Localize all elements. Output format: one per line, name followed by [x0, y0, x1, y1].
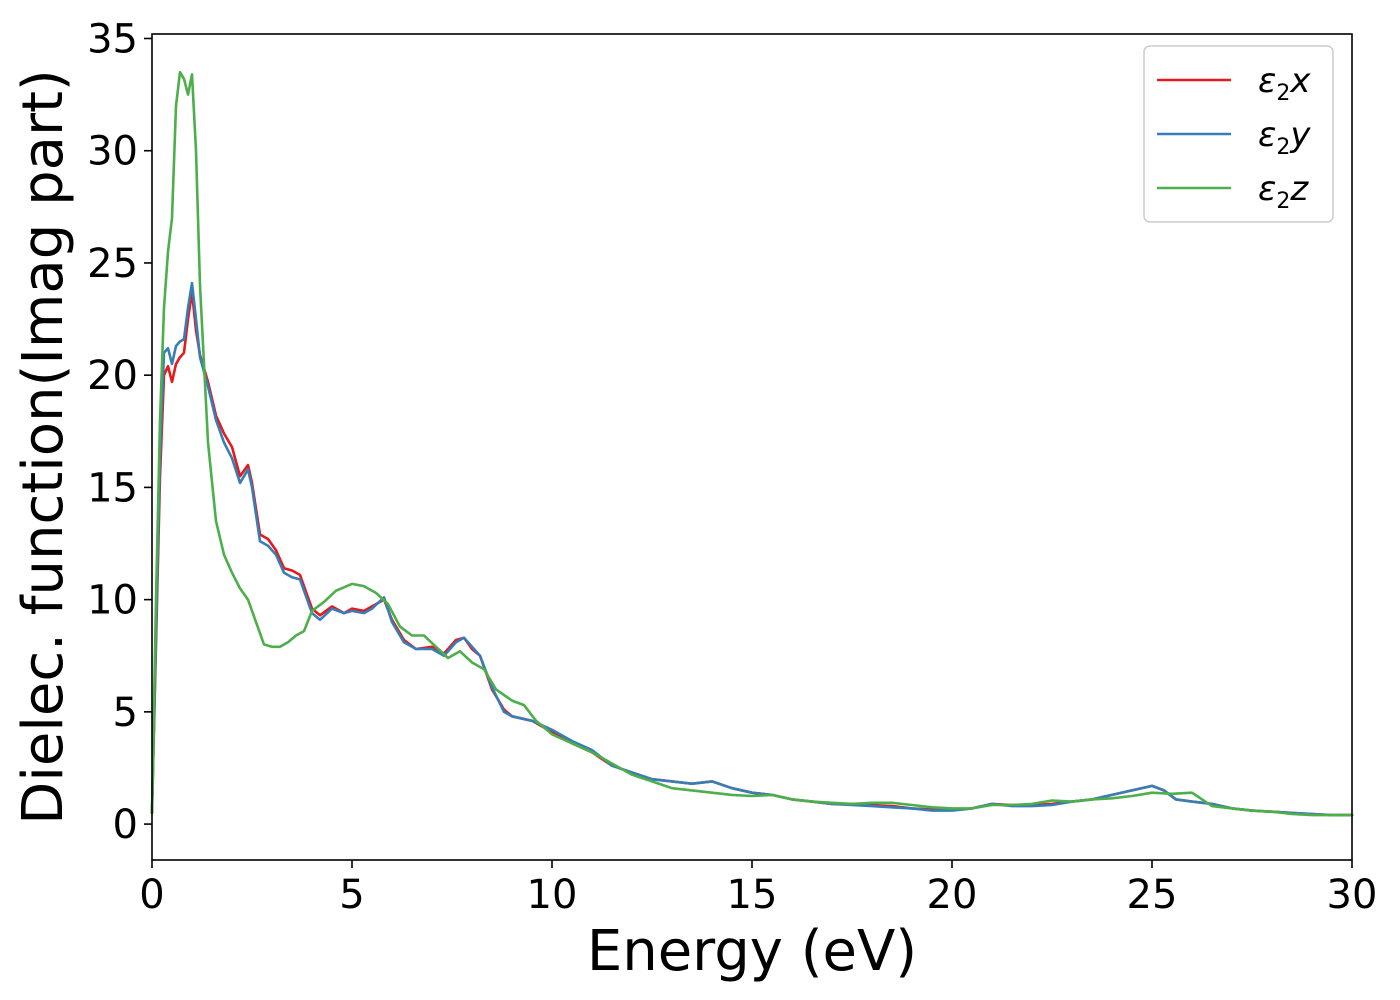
y-tick-label: 0: [113, 802, 138, 848]
legend-symbol: ε: [1258, 61, 1276, 101]
legend-axis: y: [1289, 115, 1311, 155]
legend-label-y: ε2y: [1258, 115, 1311, 160]
y-tick-label: 20: [87, 353, 138, 399]
legend-axis: x: [1289, 61, 1311, 101]
x-tick-label: 30: [1327, 872, 1378, 918]
series-line-z: [150, 70, 1354, 817]
legend-subscript: 2: [1276, 189, 1290, 214]
legend-label-x: ε2x: [1258, 61, 1311, 106]
x-tick-label: 5: [339, 872, 364, 918]
legend-symbol: ε: [1258, 115, 1276, 155]
y-tick-label: 30: [87, 129, 138, 175]
y-tick-label: 15: [87, 465, 138, 511]
y-tick-label: 25: [87, 241, 138, 287]
legend-box: [1143, 45, 1334, 223]
x-tick-label: 10: [527, 872, 578, 918]
x-axis-label: Energy (eV): [587, 919, 917, 984]
legend-axis: z: [1289, 169, 1309, 209]
y-tick-label: 10: [87, 578, 138, 624]
x-tick-label: 20: [927, 872, 978, 918]
series-line-y: [150, 281, 1354, 817]
x-tick-label: 0: [139, 872, 164, 918]
y-tick-label: 5: [113, 690, 138, 736]
x-axis-ticks: 0 5 10 15 20 25 30: [139, 860, 1377, 918]
legend-subscript: 2: [1276, 81, 1290, 106]
legend-label-z: ε2z: [1258, 169, 1309, 214]
series-line-x: [150, 290, 1354, 817]
y-axis-ticks: 0 5 10 15 20 25 30 35: [87, 16, 152, 848]
x-tick-label: 15: [727, 872, 778, 918]
series-layer: [150, 70, 1354, 817]
legend-symbol: ε: [1258, 169, 1276, 209]
x-tick-label: 25: [1127, 872, 1178, 918]
y-tick-label: 35: [87, 16, 138, 62]
legend-subscript: 2: [1276, 135, 1290, 160]
y-axis-label: Dielec. function(Imag part): [11, 69, 76, 825]
